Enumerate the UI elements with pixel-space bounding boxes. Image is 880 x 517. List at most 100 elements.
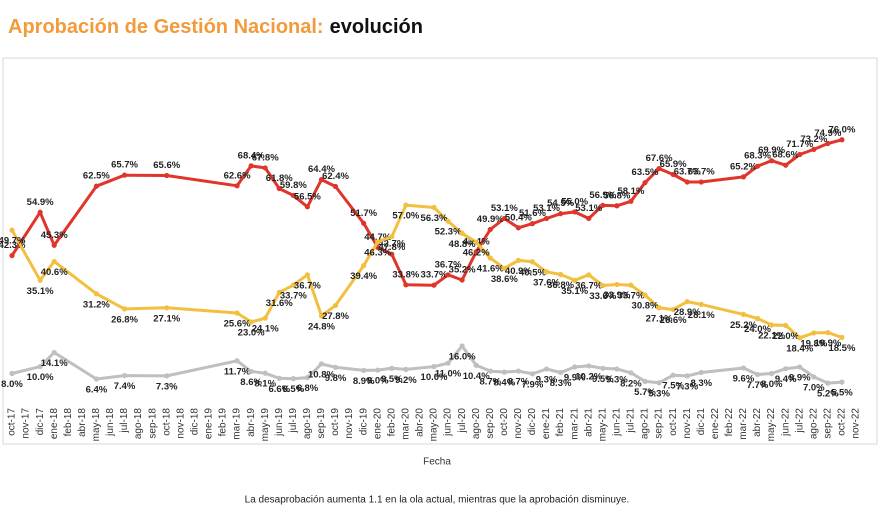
- data-label: 8.6%: [240, 377, 262, 388]
- data-label: 37.6%: [533, 277, 560, 288]
- data-label: 33.7%: [617, 291, 644, 302]
- data-point: [501, 369, 507, 375]
- data-point: [600, 365, 606, 371]
- data-label: 22.0%: [772, 331, 799, 342]
- data-point: [234, 358, 240, 364]
- data-point: [558, 211, 564, 217]
- data-label: 57.0%: [392, 211, 419, 222]
- data-point: [403, 282, 409, 288]
- data-label: 7.3%: [676, 381, 698, 392]
- data-point: [248, 319, 254, 325]
- x-tick-label: oct-18: [161, 408, 172, 436]
- x-tick-label: jun-18: [105, 408, 116, 437]
- data-label: 65.2%: [730, 161, 757, 172]
- x-tick-label: jul-22: [794, 408, 805, 434]
- data-point: [403, 202, 409, 208]
- data-label: 22.1%: [758, 331, 785, 342]
- data-label: 56.9%: [589, 190, 616, 201]
- data-point: [332, 183, 339, 190]
- data-point: [572, 364, 578, 370]
- data-label: 8.1%: [254, 379, 276, 390]
- data-label: 62.6%: [224, 170, 251, 181]
- data-point: [529, 259, 536, 265]
- data-point: [234, 183, 240, 189]
- data-point: [529, 371, 536, 377]
- x-tick-label: mar-21: [569, 408, 580, 440]
- data-label: 33.9%: [603, 290, 630, 301]
- series-line: [10, 138, 843, 287]
- data-point: [290, 282, 296, 288]
- data-point: [262, 370, 268, 376]
- x-tick-label: nov-21: [682, 408, 693, 439]
- data-label: 9.8%: [325, 373, 347, 384]
- data-label: 36.7%: [575, 280, 602, 291]
- data-label: 42.3%: [0, 240, 26, 251]
- x-tick-label: nov-18: [175, 408, 186, 439]
- data-point: [684, 373, 690, 379]
- data-label: 9.4%: [775, 374, 797, 385]
- data-point: [825, 329, 831, 336]
- plot-frame: [2, 57, 878, 445]
- data-label: 48.8%: [449, 239, 476, 250]
- data-label: 65.9%: [660, 159, 687, 170]
- data-point: [361, 220, 367, 226]
- chart-title: Aprobación de Gestión Nacional: evolución: [8, 16, 423, 38]
- data-point: [445, 272, 451, 278]
- x-tick-label: sep-22: [823, 408, 834, 439]
- x-tick-label: ene-18: [49, 408, 60, 440]
- data-point: [459, 230, 465, 236]
- x-tick-label: oct-19: [330, 408, 341, 436]
- data-point: [586, 215, 592, 222]
- data-label: 42.7%: [378, 239, 405, 250]
- x-tick-label: feb-19: [218, 408, 229, 437]
- data-label: 18.5%: [828, 343, 855, 354]
- data-label: 8.3%: [550, 378, 572, 389]
- x-tick-label: nov-20: [513, 408, 524, 439]
- data-label: 35.1%: [561, 286, 588, 297]
- data-point: [656, 166, 662, 172]
- data-point: [389, 365, 395, 371]
- data-point: [543, 215, 550, 222]
- data-label: 7.9%: [522, 379, 544, 390]
- data-point: [121, 172, 128, 178]
- data-point: [37, 209, 43, 215]
- data-point: [684, 179, 690, 185]
- data-label: 62.5%: [83, 171, 110, 182]
- data-point: [656, 380, 662, 386]
- data-point: [839, 137, 845, 143]
- data-label: 36.8%: [547, 280, 574, 291]
- data-label: 26.8%: [111, 314, 138, 325]
- data-point: [276, 185, 282, 192]
- data-label: 28.9%: [674, 307, 701, 318]
- x-tick-label: ago-19: [302, 408, 313, 440]
- data-label: 51.6%: [519, 208, 546, 219]
- data-point: [121, 306, 128, 312]
- data-label: 31.2%: [83, 299, 110, 310]
- data-point: [797, 151, 803, 158]
- data-label: 64.4%: [308, 164, 335, 175]
- data-point: [318, 361, 325, 367]
- data-label: 9.9%: [789, 372, 811, 383]
- data-point: [769, 370, 775, 377]
- x-tick-label: ago-22: [808, 408, 819, 440]
- data-label: 24.8%: [308, 321, 335, 332]
- data-point: [459, 277, 465, 283]
- data-label: 54.5%: [547, 198, 574, 209]
- data-label: 49.7%: [0, 236, 26, 247]
- data-point: [459, 343, 465, 349]
- x-axis-label: Fecha: [423, 457, 451, 468]
- x-tick-label: jul-18: [119, 408, 130, 434]
- data-label: 6.6%: [268, 384, 290, 395]
- data-point: [487, 368, 493, 374]
- data-point: [529, 221, 536, 227]
- data-label: 33.7%: [421, 270, 448, 281]
- data-label: 24.1%: [252, 324, 279, 335]
- x-tick-label: oct-17: [7, 408, 18, 436]
- data-point: [797, 364, 803, 370]
- data-label: 9.9%: [564, 372, 586, 383]
- data-label: 49.9%: [477, 214, 504, 225]
- data-label: 28.1%: [688, 310, 715, 321]
- x-tick-label: dic-19: [358, 408, 369, 436]
- data-point: [698, 179, 704, 185]
- data-point: [825, 380, 831, 386]
